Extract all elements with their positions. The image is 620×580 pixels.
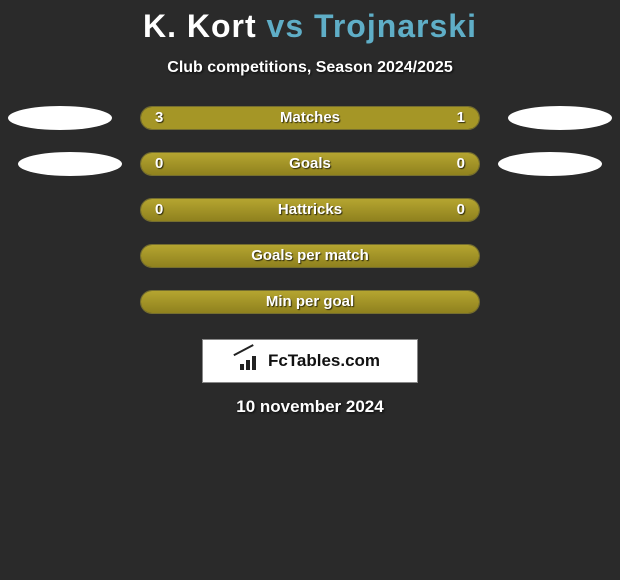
goals-value-left: 0: [155, 153, 163, 175]
player2-badge-icon: [508, 106, 612, 130]
goals-value-right: 0: [457, 153, 465, 175]
stat-row-hattricks: 0 Hattricks 0: [0, 197, 620, 243]
hattricks-label: Hattricks: [141, 199, 479, 221]
branding-box: FcTables.com: [202, 339, 418, 383]
hattricks-value-left: 0: [155, 199, 163, 221]
title-vs: vs: [267, 8, 305, 44]
subtitle: Club competitions, Season 2024/2025: [0, 59, 620, 77]
branding-text: FcTables.com: [268, 351, 380, 371]
goals-bar: 0 Goals 0: [140, 152, 480, 176]
stat-row-mpg: Min per goal: [0, 289, 620, 335]
stat-row-goals: 0 Goals 0: [0, 151, 620, 197]
player1-badge-icon: [8, 106, 112, 130]
hattricks-value-right: 0: [457, 199, 465, 221]
player1-badge-icon: [18, 152, 122, 176]
matches-value-left: 3: [155, 107, 163, 129]
gpm-bar: Goals per match: [140, 244, 480, 268]
stat-row-gpm: Goals per match: [0, 243, 620, 289]
player2-badge-icon: [498, 152, 602, 176]
title-player2: Trojnarski: [314, 8, 477, 44]
fctables-chart-icon: [240, 352, 262, 370]
matches-value-right: 1: [457, 107, 465, 129]
comparison-card: K. Kort vs Trojnarski Club competitions,…: [0, 0, 620, 417]
stat-row-matches: 3 Matches 1: [0, 105, 620, 151]
page-title: K. Kort vs Trojnarski: [0, 8, 620, 45]
matches-label: Matches: [141, 107, 479, 129]
matches-bar: 3 Matches 1: [140, 106, 480, 130]
hattricks-bar: 0 Hattricks 0: [140, 198, 480, 222]
gpm-label: Goals per match: [141, 245, 479, 267]
mpg-label: Min per goal: [141, 291, 479, 313]
goals-label: Goals: [141, 153, 479, 175]
title-player1: K. Kort: [143, 8, 257, 44]
mpg-bar: Min per goal: [140, 290, 480, 314]
date-text: 10 november 2024: [0, 397, 620, 417]
